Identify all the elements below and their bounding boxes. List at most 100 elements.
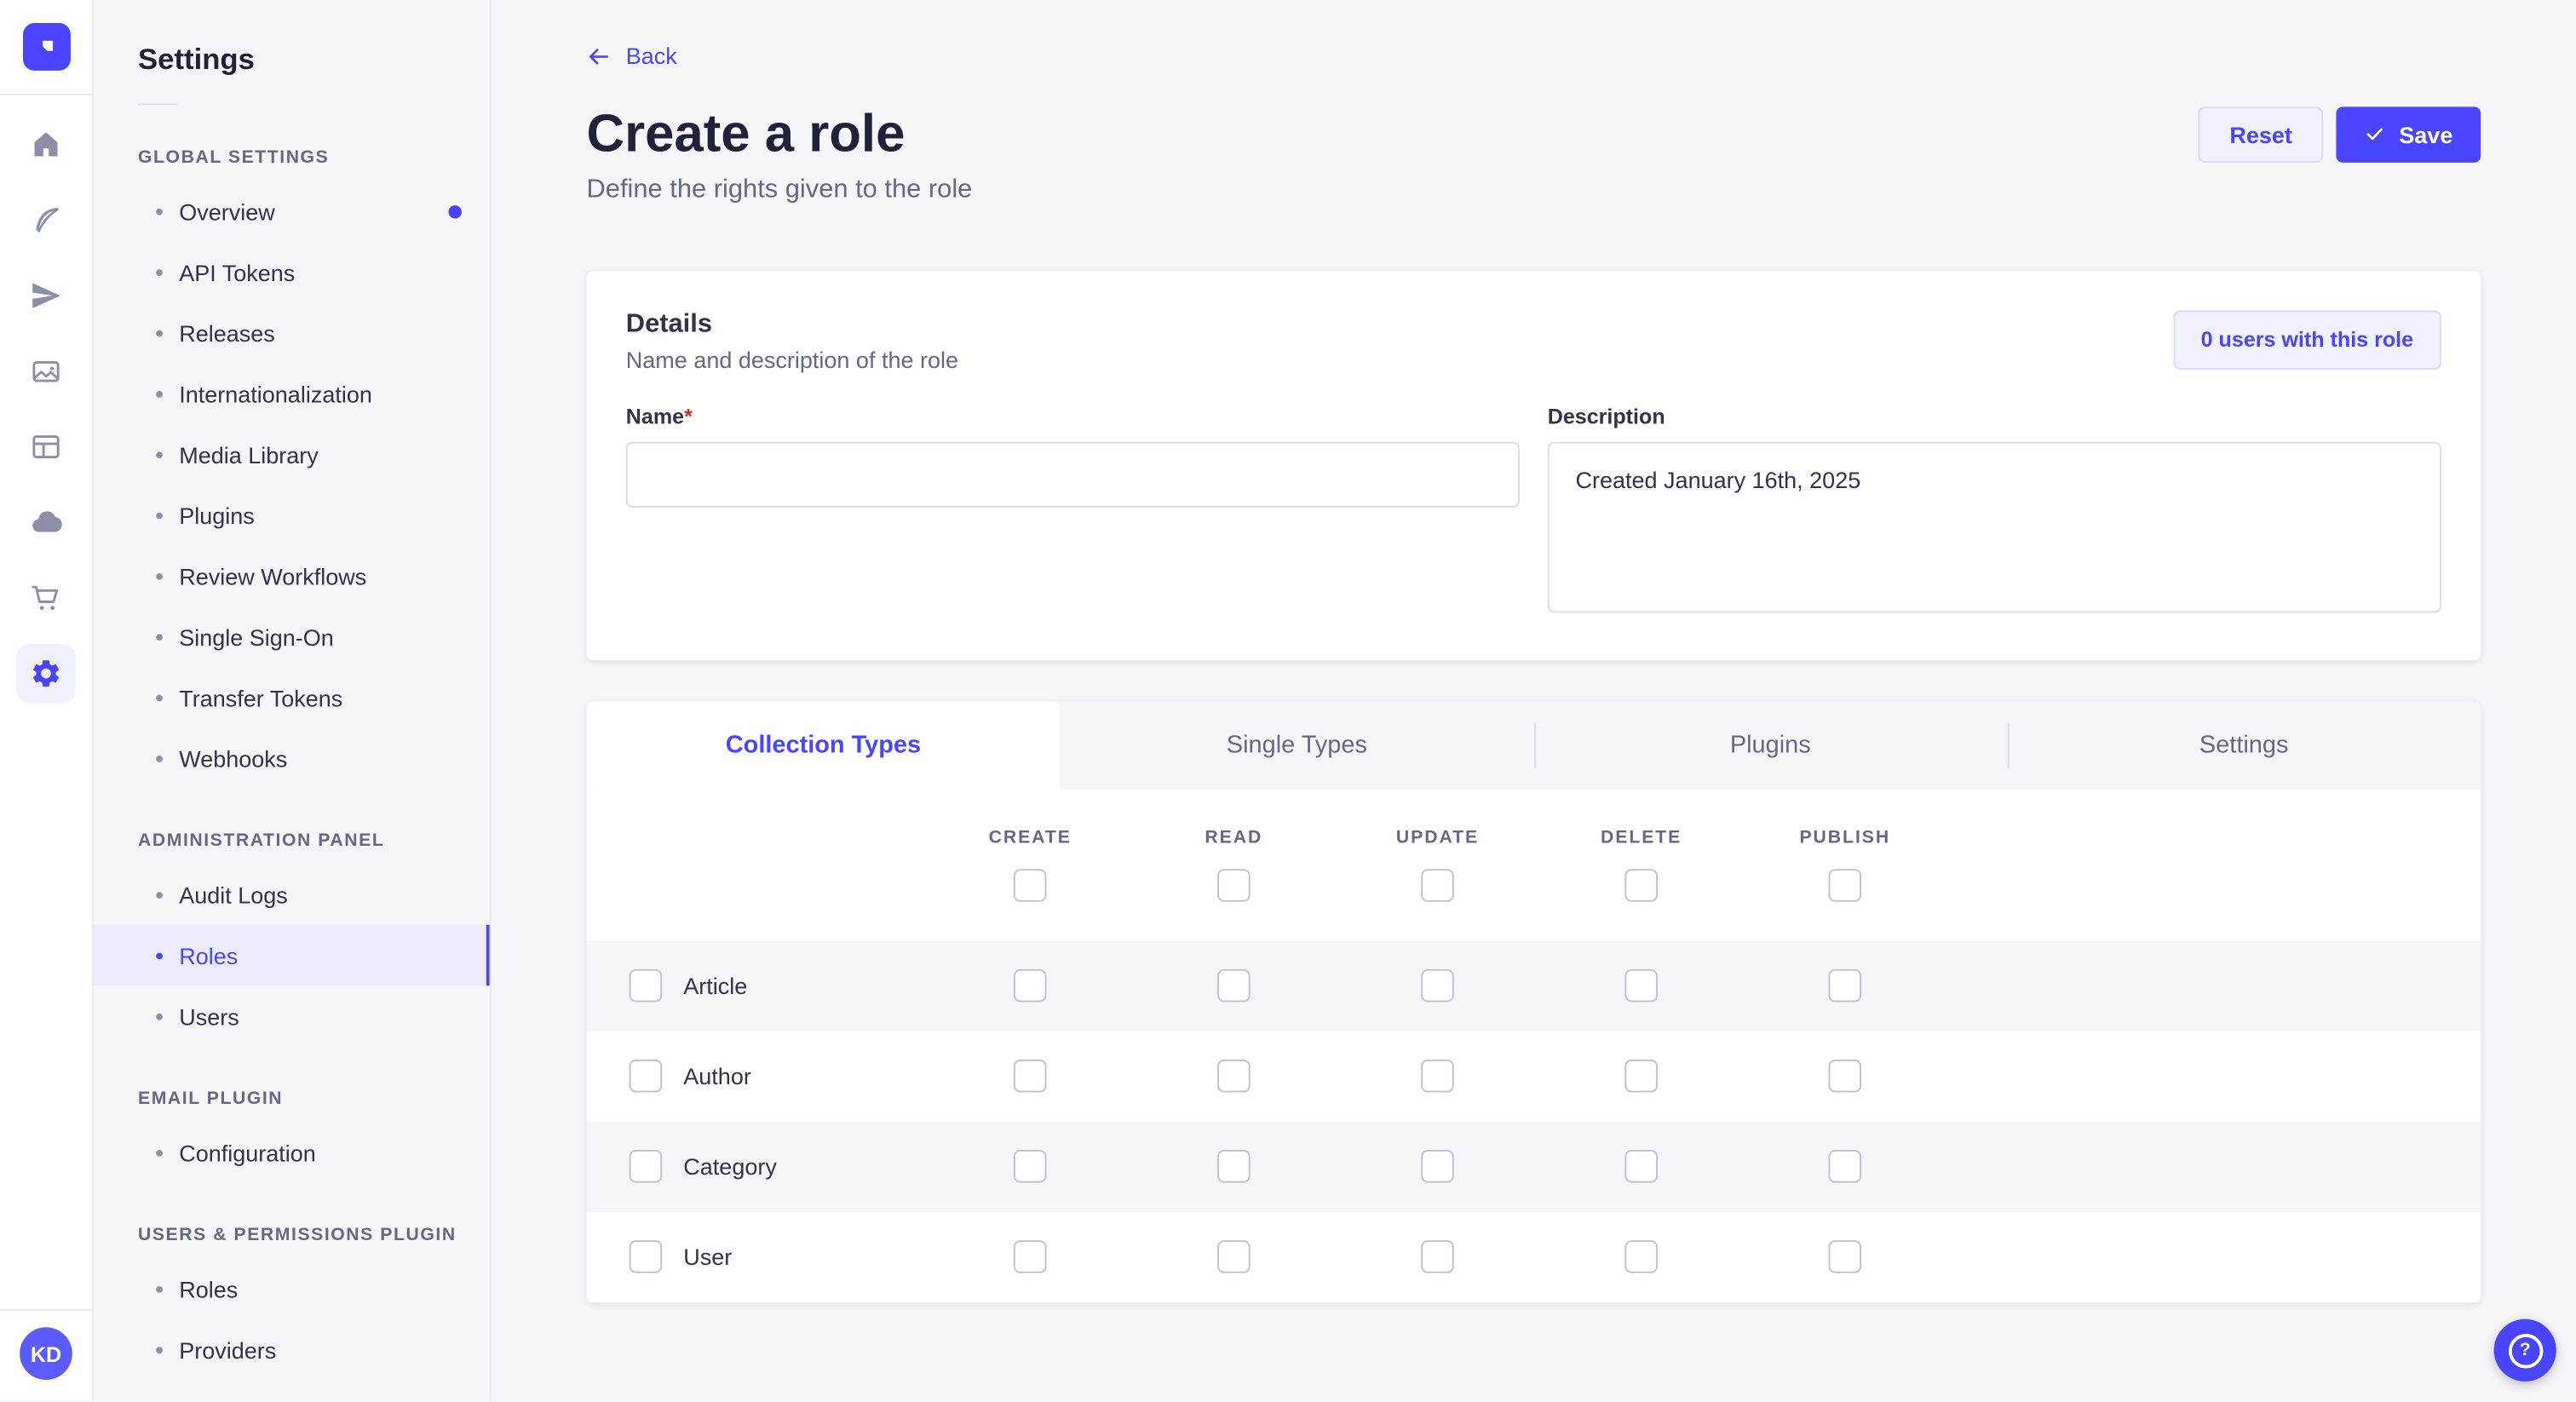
sidebar-item-api-tokens[interactable]: API Tokens	[94, 241, 490, 302]
back-link[interactable]: Back	[586, 43, 677, 69]
category-delete-checkbox[interactable]	[1624, 1149, 1658, 1183]
author-read-checkbox[interactable]	[1217, 1059, 1251, 1093]
table-row-user: User	[586, 1211, 2481, 1301]
category-read-checkbox[interactable]	[1217, 1149, 1251, 1183]
page-subtitle: Define the rights given to the role	[586, 175, 973, 204]
cart-icon[interactable]	[16, 568, 75, 627]
row-user-checkbox[interactable]	[629, 1240, 663, 1273]
feather-icon[interactable]	[16, 191, 75, 250]
select-all-read-checkbox[interactable]	[1217, 869, 1251, 902]
category-update-checkbox[interactable]	[1421, 1149, 1454, 1183]
article-create-checkbox[interactable]	[1013, 968, 1047, 1003]
bullet-icon	[156, 511, 163, 519]
sidebar-item-single-sign-on[interactable]: Single Sign-On	[94, 606, 490, 667]
name-input[interactable]	[625, 440, 1520, 507]
article-delete-checkbox[interactable]	[1624, 968, 1658, 1003]
tab-single-types[interactable]: Single Types	[1226, 731, 1367, 759]
row-author-checkbox[interactable]	[629, 1059, 663, 1093]
save-button[interactable]: Save	[2336, 106, 2481, 162]
select-all-create-checkbox[interactable]	[1013, 869, 1047, 902]
table-row-article: Article	[586, 940, 2481, 1031]
permissions-header-row: CREATE READ UPDATE DELETE	[586, 790, 2481, 940]
section-label: EMAIL PLUGIN	[137, 1089, 284, 1109]
select-all-delete-checkbox[interactable]	[1624, 869, 1658, 902]
help-button[interactable]: ?	[2493, 1319, 2556, 1382]
category-publish-checkbox[interactable]	[1828, 1149, 1862, 1183]
row-category-checkbox[interactable]	[629, 1149, 663, 1183]
sidebar-item-review-workflows[interactable]: Review Workflows	[94, 545, 490, 606]
gear-icon[interactable]	[16, 643, 76, 704]
notification-dot-icon	[448, 204, 462, 218]
author-delete-checkbox[interactable]	[1624, 1059, 1658, 1093]
tab-collection-types[interactable]: Collection Types	[586, 700, 1061, 790]
tab-plugins[interactable]: Plugins	[1533, 701, 2007, 790]
media-images-icon[interactable]	[16, 342, 75, 400]
bullet-icon	[156, 451, 163, 458]
column-header-update: UPDATE	[1395, 827, 1480, 848]
sidebar-item-users[interactable]: Users	[94, 985, 490, 1046]
author-update-checkbox[interactable]	[1421, 1059, 1454, 1093]
header-actions: Reset Save	[2198, 100, 2481, 162]
user-publish-checkbox[interactable]	[1828, 1240, 1862, 1273]
column-header-create: CREATE	[988, 827, 1072, 848]
article-update-checkbox[interactable]	[1421, 968, 1454, 1003]
sidebar-item-media-library[interactable]: Media Library	[94, 424, 490, 485]
article-read-checkbox[interactable]	[1217, 968, 1251, 1003]
details-subtitle: Name and description of the role	[625, 345, 959, 372]
bullet-icon	[156, 633, 163, 641]
sidebar-item-transfer-tokens[interactable]: Transfer Tokens	[94, 667, 490, 727]
author-publish-checkbox[interactable]	[1828, 1059, 1862, 1093]
sidebar-item-webhooks[interactable]: Webhooks	[94, 727, 490, 788]
paper-plane-icon[interactable]	[16, 266, 75, 325]
column-header-delete: DELETE	[1600, 827, 1682, 848]
reset-button[interactable]: Reset	[2198, 106, 2324, 162]
details-card: Details Name and description of the role…	[586, 270, 2481, 660]
article-publish-checkbox[interactable]	[1828, 968, 1862, 1003]
bullet-icon	[156, 1346, 163, 1353]
sidebar-item-releases[interactable]: Releases	[94, 302, 490, 363]
section-email-plugin: EMAIL PLUGIN Configuration	[94, 1089, 490, 1183]
row-label: Article	[683, 972, 748, 999]
sidebar-item-overview[interactable]: Overview	[94, 181, 490, 241]
back-arrow-icon	[589, 48, 608, 64]
user-delete-checkbox[interactable]	[1624, 1240, 1658, 1273]
check-icon	[2367, 128, 2383, 141]
users-with-role-button[interactable]: 0 users with this role	[2172, 309, 2441, 369]
sidebar-item-roles-admin[interactable]: Roles	[93, 924, 490, 986]
bullet-icon	[156, 268, 163, 276]
home-icon[interactable]	[16, 115, 75, 174]
bullet-icon	[156, 390, 163, 397]
bullet-icon	[156, 1012, 163, 1020]
main-content: Back Create a role Define the rights giv…	[491, 0, 2576, 1402]
strapi-logo[interactable]	[22, 22, 71, 71]
permissions-card: Collection Types Single Types Plugins Se…	[586, 700, 2481, 1302]
bullet-icon	[156, 572, 163, 579]
sidebar-item-providers[interactable]: Providers	[94, 1319, 490, 1380]
avatar[interactable]: KD	[20, 1327, 72, 1380]
row-label: User	[683, 1243, 733, 1270]
user-read-checkbox[interactable]	[1217, 1240, 1251, 1273]
user-update-checkbox[interactable]	[1421, 1240, 1454, 1273]
select-all-update-checkbox[interactable]	[1421, 869, 1454, 902]
layout-icon[interactable]	[16, 417, 75, 476]
section-users-permissions-plugin: USERS & PERMISSIONS PLUGIN Roles Provide…	[94, 1226, 490, 1380]
sidebar-item-audit-logs[interactable]: Audit Logs	[94, 864, 490, 924]
sidebar-item-roles-up[interactable]: Roles	[94, 1258, 490, 1319]
user-create-checkbox[interactable]	[1013, 1240, 1047, 1273]
sidebar-item-internationalization[interactable]: Internationalization	[94, 363, 490, 423]
sidebar-item-plugins[interactable]: Plugins	[94, 485, 490, 545]
bullet-icon	[156, 755, 163, 761]
page-title: Create a role	[586, 102, 906, 162]
bullet-icon	[156, 693, 163, 701]
select-all-publish-checkbox[interactable]	[1828, 869, 1862, 902]
category-create-checkbox[interactable]	[1013, 1149, 1047, 1183]
description-textarea[interactable]: Created January 16th, 2025	[1547, 440, 2441, 612]
sidebar-item-configuration[interactable]: Configuration	[94, 1122, 490, 1182]
author-create-checkbox[interactable]	[1013, 1059, 1047, 1093]
description-label: Description	[1547, 403, 1665, 428]
section-administration-panel: ADMINISTRATION PANEL Audit Logs Roles Us…	[93, 831, 490, 1047]
tab-settings[interactable]: Settings	[2007, 701, 2481, 790]
cloud-icon[interactable]	[16, 493, 75, 552]
table-row-author: Author	[586, 1031, 2481, 1121]
row-article-checkbox[interactable]	[629, 968, 663, 1003]
